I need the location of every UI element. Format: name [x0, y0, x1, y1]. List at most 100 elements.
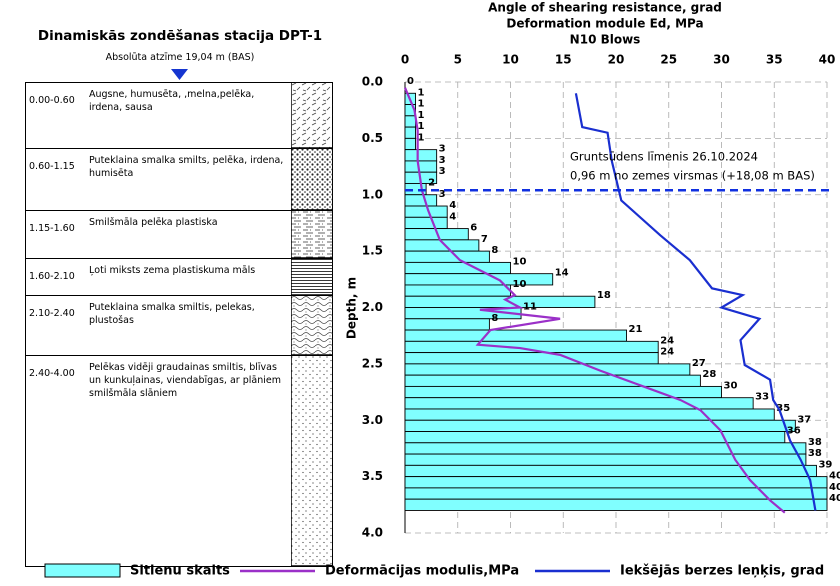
- value-label: 1: [418, 87, 425, 98]
- data-line: [574, 93, 817, 511]
- value-label: 4: [449, 211, 456, 222]
- value-label: 4: [449, 200, 456, 211]
- depth-range: 1.60-2.10: [29, 271, 75, 282]
- description: Augsne, humusēta, ,melna,pelēka, irdena,…: [89, 89, 255, 113]
- depth-range: 0.60-1.15: [29, 161, 75, 172]
- bar: [404, 149, 438, 162]
- x-tick-label: 25: [660, 53, 677, 67]
- legend-label: Deformācijas modulis,MPa: [325, 564, 519, 579]
- y-tick-label: 1.0: [362, 187, 383, 201]
- description: Smilšmāla pelēka plastiska: [89, 217, 218, 228]
- soil-pattern: [291, 148, 333, 210]
- y-tick-label: 1.5: [362, 244, 383, 258]
- depth-range: 2.40-4.00: [29, 368, 75, 379]
- soil-pattern: [291, 355, 333, 566]
- bar: [404, 397, 754, 410]
- x-tick-label: 40: [819, 53, 836, 67]
- value-label: 11: [523, 302, 537, 313]
- depth-range: 0.00-0.60: [29, 95, 75, 106]
- value-label: 8: [491, 245, 498, 256]
- y-tick-label: 4.0: [362, 526, 383, 540]
- bar: [404, 408, 775, 421]
- value-label: 8: [491, 313, 498, 324]
- value-label: 3: [439, 189, 446, 200]
- value-label: 0: [407, 76, 414, 87]
- value-label: 10: [513, 279, 527, 290]
- bar: [404, 442, 807, 455]
- value-label: 2: [428, 177, 435, 188]
- axis-title: N10 Blows: [570, 33, 641, 47]
- bar: [404, 261, 511, 275]
- y-tick-label: 2.0: [362, 300, 383, 314]
- bar: [404, 126, 417, 139]
- axis-title: Deformation module Ed, MPa: [506, 17, 703, 31]
- groundwater-label: 0,96 m no zemes virsmas (+18,08 m BAS): [570, 169, 815, 183]
- description: Puteklaina smalka smilts, pelēka, irdena…: [89, 155, 284, 179]
- value-label: 35: [776, 403, 790, 414]
- value-label: 10: [513, 256, 527, 267]
- soil-log: Dinamiskās zondēšanas stacija DPT-1 Abso…: [0, 0, 350, 586]
- value-label: 21: [629, 324, 643, 335]
- bar: [404, 115, 417, 128]
- value-label: 30: [724, 380, 738, 391]
- value-label: 14: [555, 268, 569, 279]
- value-label: 3: [439, 155, 446, 166]
- depth-range: 1.15-1.60: [29, 223, 75, 234]
- soil-pattern: [291, 258, 333, 295]
- value-label: 1: [418, 121, 425, 132]
- bar: [404, 374, 701, 387]
- value-label: 1: [418, 110, 425, 121]
- bar: [404, 431, 786, 444]
- x-tick-label: 0: [401, 53, 409, 67]
- bar: [404, 160, 438, 173]
- bar: [404, 352, 659, 365]
- value-label: 33: [755, 392, 769, 403]
- value-label: 40: [829, 493, 840, 504]
- value-label: 24: [660, 347, 674, 358]
- soil-pattern: [291, 210, 333, 258]
- y-tick-label: 0.0: [362, 75, 383, 89]
- value-label: 39: [818, 459, 832, 470]
- y-tick-label: 3.5: [362, 469, 383, 483]
- bar: [404, 205, 448, 218]
- bar: [404, 273, 554, 286]
- bar: [404, 295, 596, 308]
- value-label: 6: [470, 223, 477, 234]
- bar: [404, 318, 490, 331]
- axis-title: Angle of shearing resistance, grad: [488, 1, 722, 15]
- y-tick-label: 2.5: [362, 356, 383, 370]
- value-label: 3: [439, 144, 446, 155]
- x-tick-label: 35: [766, 53, 783, 67]
- groundwater-label: Gruntsūdens līmenis 26.10.2024: [570, 150, 758, 164]
- value-label: 38: [808, 437, 822, 448]
- bar: [404, 476, 828, 489]
- x-tick-label: 20: [608, 53, 625, 67]
- y-tick-label: 0.5: [362, 131, 383, 145]
- bar: [404, 464, 817, 478]
- data-line: [403, 87, 786, 514]
- legend-label: Iekšējās berzes leņķis, grad: [620, 564, 824, 579]
- legend-swatch: [44, 563, 121, 578]
- bar: [404, 419, 796, 432]
- value-label: 7: [481, 234, 488, 245]
- y-axis-title: Depth, m: [345, 277, 359, 339]
- elevation-marker: [171, 69, 188, 80]
- value-label: 37: [797, 414, 811, 425]
- description: Pelēkas vidēji graudainas smiltis, blīva…: [89, 362, 281, 399]
- description: Ļoti miksts zema plastiskuma māls: [89, 265, 256, 276]
- x-tick-label: 30: [713, 53, 730, 67]
- value-label: 28: [702, 369, 716, 380]
- bar: [404, 194, 438, 207]
- bar: [404, 385, 722, 399]
- log-title: Dinamiskās zondēšanas stacija DPT-1: [37, 28, 323, 44]
- value-label: 3: [439, 166, 446, 177]
- bar: [404, 329, 628, 342]
- bar: [404, 137, 417, 151]
- bar: [404, 250, 490, 263]
- value-label: 40: [829, 482, 840, 493]
- value-label: 36: [787, 426, 801, 437]
- bar: [404, 453, 807, 466]
- value-label: 24: [660, 335, 674, 346]
